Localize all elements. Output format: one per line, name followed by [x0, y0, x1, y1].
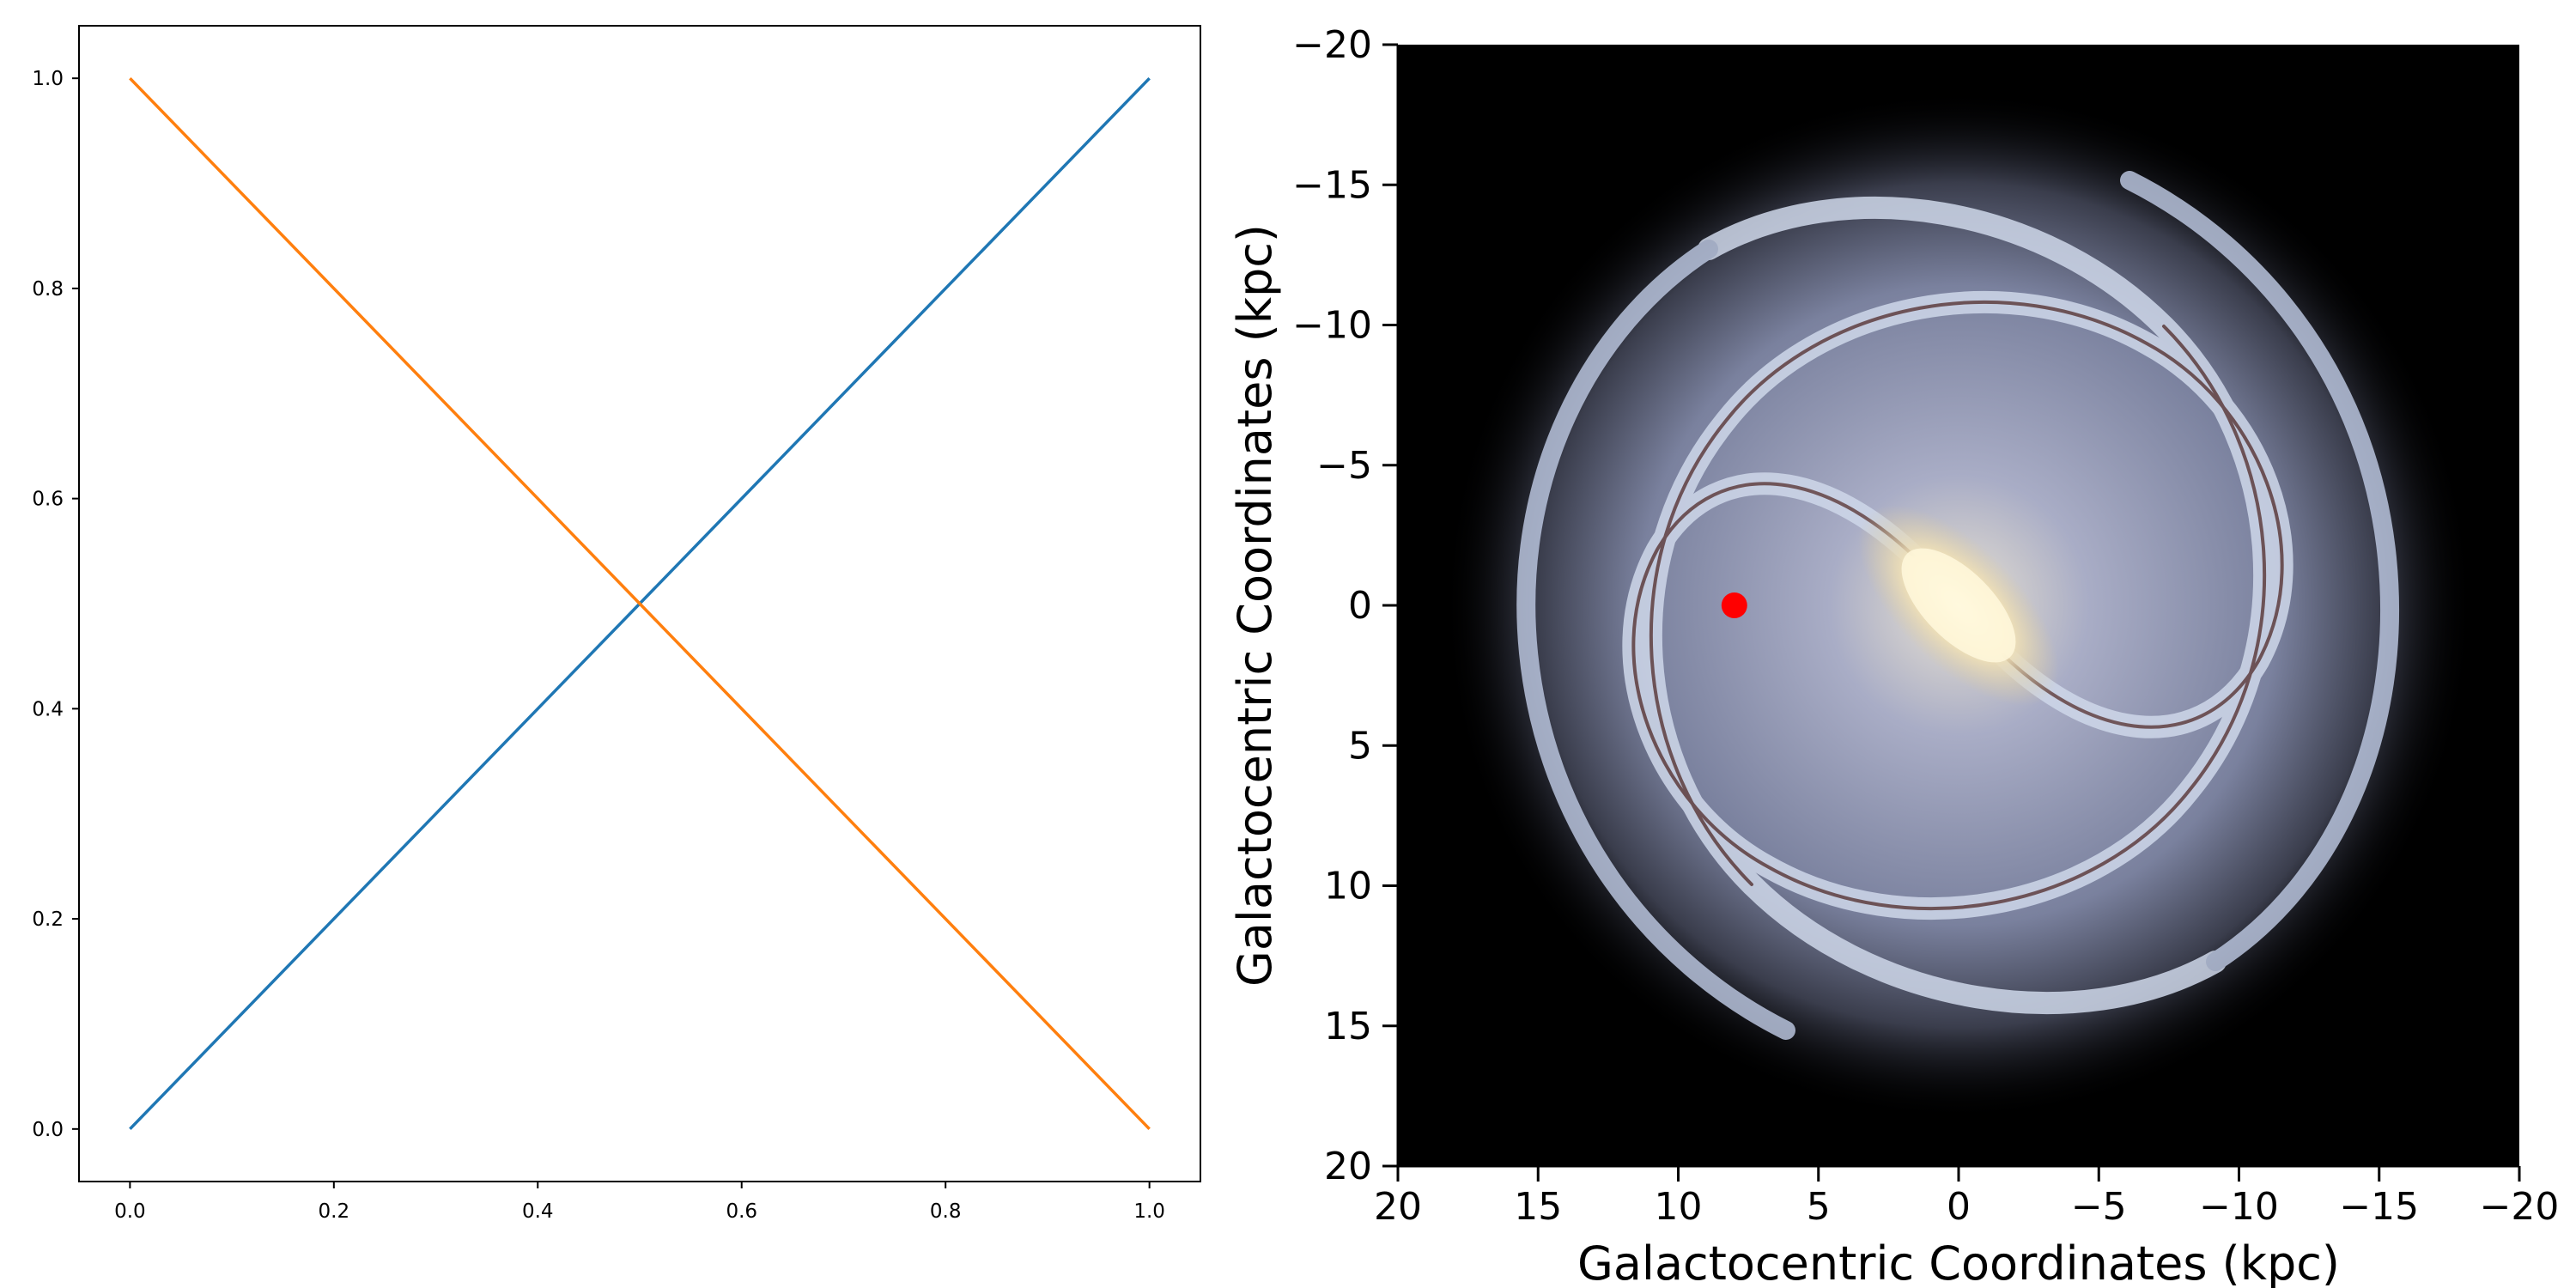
y-tick-label: −15: [1292, 163, 1372, 207]
x-tick-label: 0.2: [319, 1200, 350, 1223]
y-tick-label: 0.6: [32, 489, 64, 511]
left-y-ticks: 0.0 0.2 0.4 0.6 0.8 1.0: [32, 68, 79, 1141]
line-chart-panel: 0.0 0.2 0.4 0.6 0.8 1.0 0.0 0.2 0.4 0.6 0.8 1.0: [32, 25, 1201, 1223]
y-tick-label: −5: [1316, 444, 1372, 488]
right-points-group: [1721, 592, 1747, 618]
x-tick-label: 0.4: [522, 1200, 554, 1223]
x-tick-label: 15: [1514, 1185, 1562, 1229]
x-tick-label: −5: [2071, 1185, 2127, 1229]
x-tick-label: 0.0: [114, 1200, 146, 1223]
x-tick-label: 20: [1374, 1185, 1422, 1229]
galaxy-map-panel: 20 15 10 5 0 −5 −10 −15 −20 −20 −15 −10 −5 0 5 10 15 20 G…: [1228, 23, 2559, 1288]
y-tick-label: 20: [1324, 1145, 1372, 1188]
x-tick-label: 5: [1807, 1185, 1831, 1229]
y-tick-label: 0: [1348, 584, 1372, 628]
y-tick-label: −20: [1292, 23, 1372, 67]
galaxy-background-image: [1398, 45, 2519, 1166]
left-series-group: [129, 76, 1151, 1131]
y-tick-label: 0.2: [32, 908, 64, 931]
y-tick-label: 1.0: [32, 68, 64, 90]
x-tick-label: 0.6: [726, 1200, 757, 1223]
x-tick-label: −15: [2339, 1185, 2419, 1229]
sun-position-marker: [1721, 592, 1747, 618]
right-axes-group: 20 15 10 5 0 −5 −10 −15 −20 −20 −15 −10 −5 0 5 10 15 20: [1292, 23, 2559, 1229]
y-tick-label: 15: [1324, 1005, 1372, 1048]
x-tick-label: −10: [2199, 1185, 2279, 1229]
y-tick-label: 0.0: [32, 1119, 64, 1141]
x-tick-label: 0: [1947, 1185, 1971, 1229]
y-tick-label: 5: [1348, 724, 1372, 768]
x-tick-label: 10: [1655, 1185, 1703, 1229]
x-tick-label: 1.0: [1133, 1200, 1165, 1223]
left-x-ticks: 0.0 0.2 0.4 0.6 0.8 1.0: [114, 1182, 1165, 1223]
x-tick-label: 0.8: [930, 1200, 962, 1223]
x-tick-label: −20: [2480, 1185, 2560, 1229]
y-tick-label: 10: [1324, 865, 1372, 908]
y-tick-label: −10: [1292, 304, 1372, 348]
y-tick-label: 0.8: [32, 278, 64, 301]
right-x-axis-label: Galactocentric Coordinates (kpc): [1577, 1236, 2340, 1288]
right-y-axis-label: Galactocentric Coordinates (kpc): [1228, 224, 1282, 987]
y-tick-label: 0.4: [32, 698, 64, 720]
line-series-2: [129, 76, 1151, 1131]
